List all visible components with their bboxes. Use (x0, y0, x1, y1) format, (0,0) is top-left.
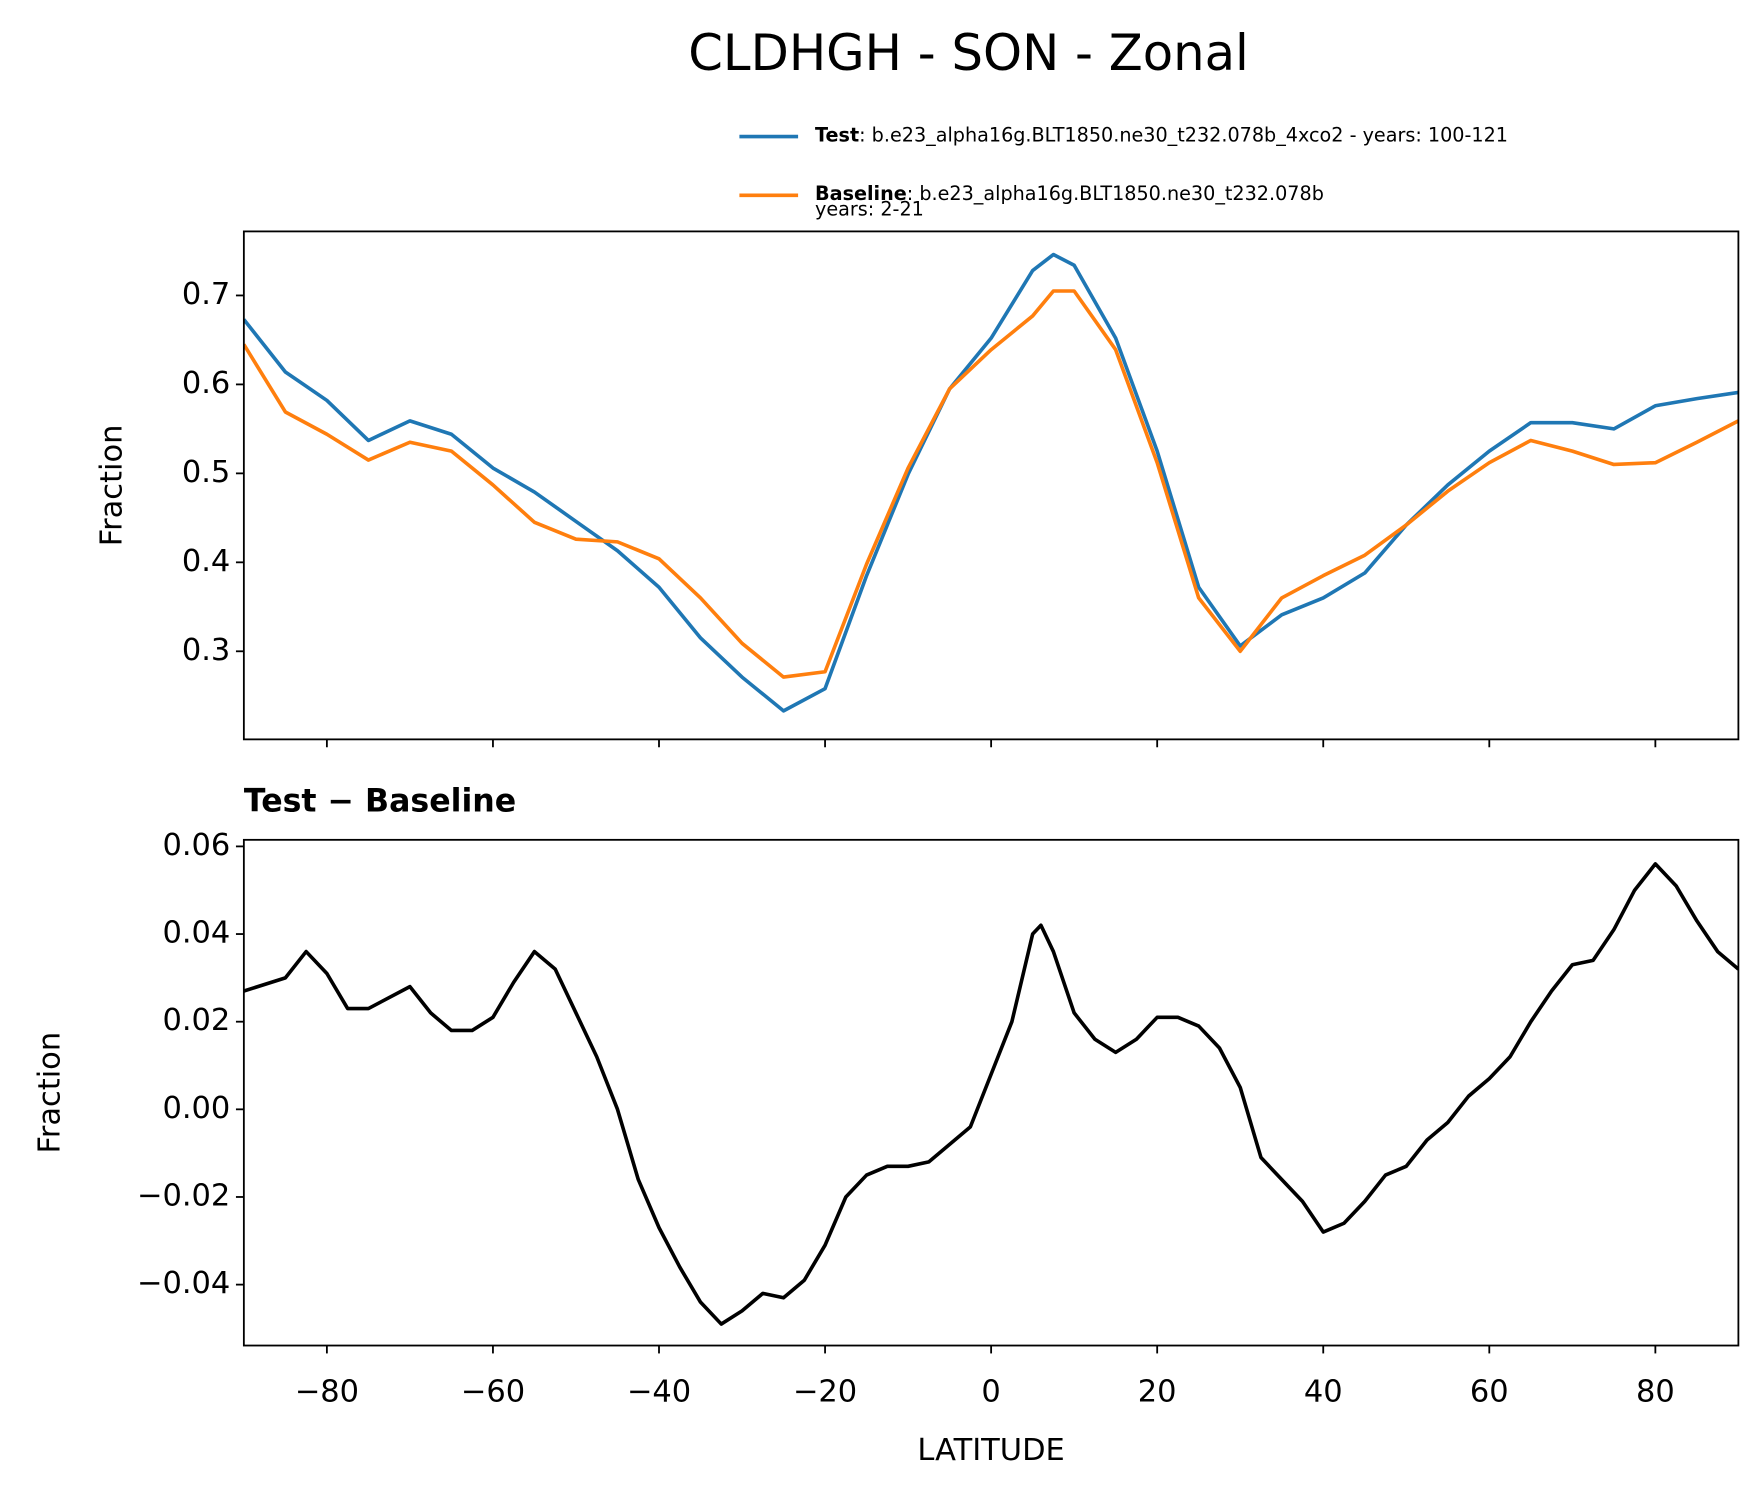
x-tick-label: 60 (1470, 1374, 1509, 1409)
legend-label: Baseline: b.e23_alpha16g.BLT1850.ne30_t2… (815, 182, 1324, 205)
y-tick-label: 0.5 (182, 455, 230, 490)
y-axis-label: Fraction (32, 1032, 67, 1154)
x-tick-label: 20 (1138, 1374, 1177, 1409)
y-tick-label: 0.7 (182, 277, 230, 312)
legend-name: Baseline (815, 182, 907, 205)
y-tick-label: 0.6 (182, 366, 230, 401)
legend-desc: : b.e23_alpha16g.BLT1850.ne30_t232.078b (907, 182, 1324, 205)
legend-desc: : b.e23_alpha16g.BLT1850.ne30_t232.078b_… (859, 123, 1508, 146)
x-tick-label: 0 (981, 1374, 1000, 1409)
legend-label-line2: years: 2-21 (815, 197, 924, 220)
x-axis-label: LATITUDE (917, 1433, 1064, 1468)
x-tick-label: −40 (627, 1374, 691, 1409)
subplot-title: Test − Baseline (244, 784, 516, 820)
legend-label: Test: b.e23_alpha16g.BLT1850.ne30_t232.0… (815, 123, 1508, 146)
x-tick-label: 80 (1636, 1374, 1675, 1409)
legend-name: Test (815, 123, 859, 146)
y-tick-label: 0.4 (182, 544, 230, 579)
y-tick-label: 0.02 (162, 1003, 230, 1038)
y-tick-label: 0.04 (162, 916, 230, 951)
figure-title: CLDHGH - SON - Zonal (688, 24, 1249, 82)
y-tick-label: 0.3 (182, 633, 230, 668)
y-axis-label: Fraction (94, 425, 129, 547)
x-tick-label: 40 (1304, 1374, 1343, 1409)
data-line (243, 252, 1739, 713)
x-tick-label: −60 (461, 1374, 525, 1409)
data-line (243, 289, 1739, 679)
y-tick-label: 0.00 (162, 1091, 230, 1126)
data-line (243, 862, 1739, 1326)
x-tick-label: −20 (793, 1374, 857, 1409)
x-tick-label: −80 (295, 1374, 359, 1409)
y-tick-label: −0.04 (137, 1266, 230, 1301)
y-tick-label: 0.06 (162, 828, 230, 863)
y-tick-label: −0.02 (137, 1178, 230, 1213)
